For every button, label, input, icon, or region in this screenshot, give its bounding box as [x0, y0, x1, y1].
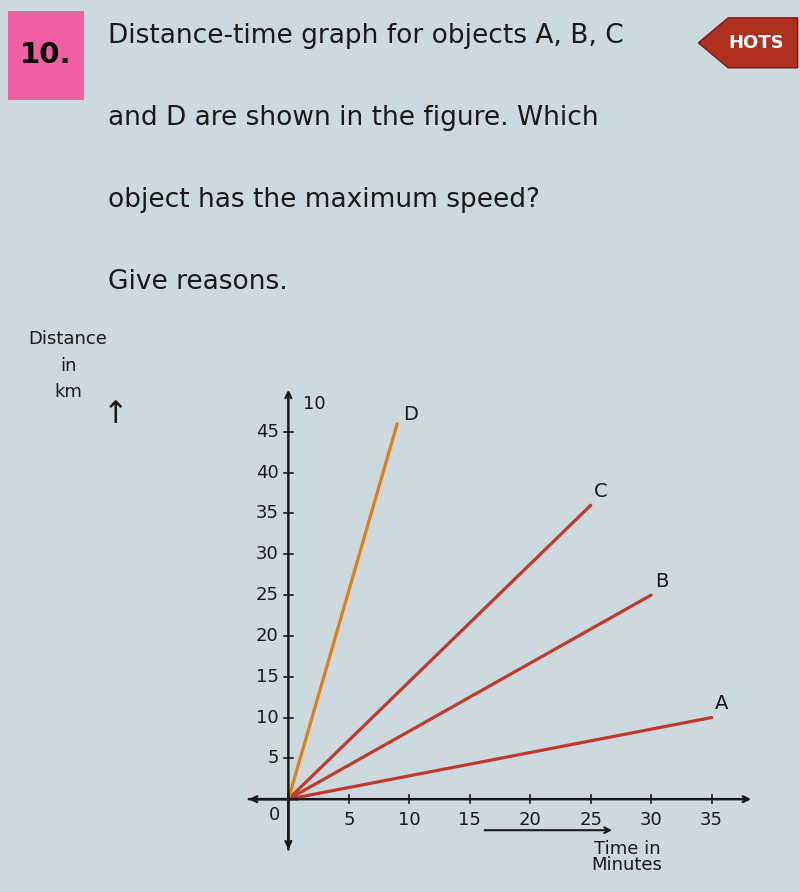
Text: Give reasons.: Give reasons.: [108, 268, 288, 295]
Text: C: C: [594, 483, 608, 501]
Text: Time in: Time in: [594, 840, 660, 858]
Text: Distance-time graph for objects A, B, C: Distance-time graph for objects A, B, C: [108, 22, 624, 49]
Text: Distance: Distance: [29, 330, 107, 348]
Text: object has the maximum speed?: object has the maximum speed?: [108, 186, 540, 213]
Text: 15: 15: [256, 668, 278, 686]
FancyBboxPatch shape: [8, 11, 84, 100]
Text: and D are shown in the figure. Which: and D are shown in the figure. Which: [108, 104, 598, 131]
Text: 35: 35: [700, 812, 723, 830]
Text: HOTS: HOTS: [728, 34, 784, 52]
Text: 0: 0: [269, 805, 280, 823]
Polygon shape: [698, 18, 798, 68]
Text: A: A: [715, 695, 729, 714]
Text: 5: 5: [343, 812, 354, 830]
Text: ↑: ↑: [103, 401, 129, 429]
Text: 10: 10: [256, 708, 278, 726]
Text: in: in: [60, 357, 76, 375]
Text: 10.: 10.: [20, 41, 71, 70]
Text: 5: 5: [267, 749, 278, 767]
Text: 35: 35: [256, 505, 278, 523]
Text: 20: 20: [256, 627, 278, 645]
Text: 30: 30: [640, 812, 662, 830]
Text: 20: 20: [519, 812, 542, 830]
Text: 10: 10: [398, 812, 421, 830]
Text: km: km: [54, 384, 82, 401]
Text: 30: 30: [256, 545, 278, 563]
Text: B: B: [654, 572, 668, 591]
Text: 45: 45: [256, 423, 278, 441]
Text: 25: 25: [256, 586, 278, 604]
Text: 40: 40: [256, 464, 278, 482]
Text: 25: 25: [579, 812, 602, 830]
Text: 10: 10: [303, 395, 326, 413]
Text: Minutes: Minutes: [591, 856, 662, 874]
Text: 15: 15: [458, 812, 482, 830]
Text: D: D: [403, 405, 418, 424]
